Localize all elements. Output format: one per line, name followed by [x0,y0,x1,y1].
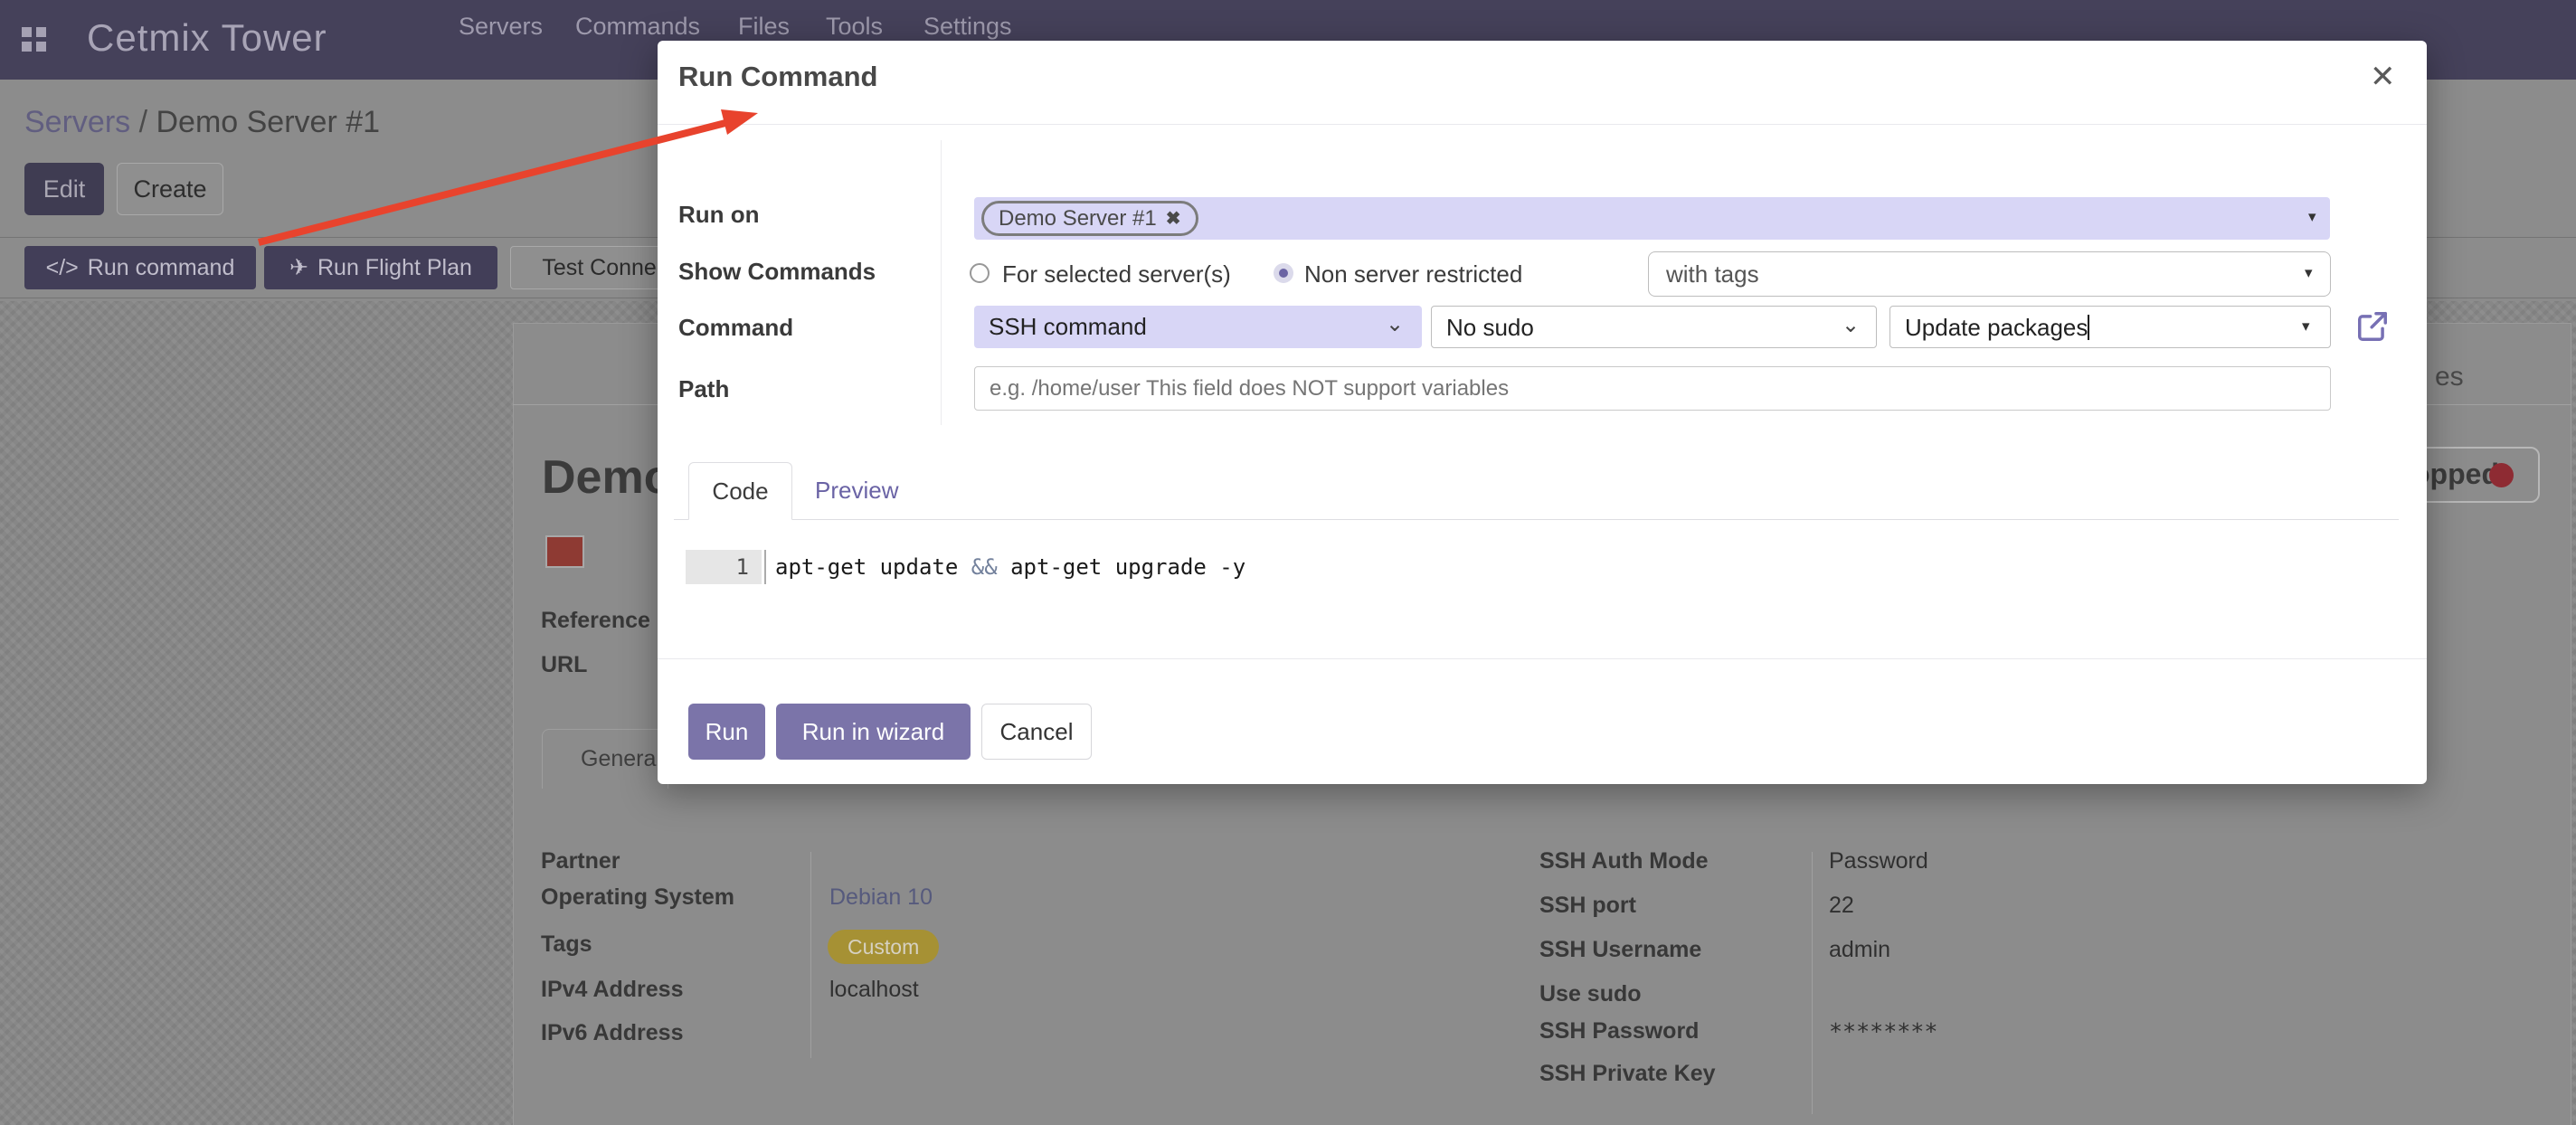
nav-item-files[interactable]: Files [738,13,791,40]
column-divider [810,852,811,1058]
app-brand[interactable]: Cetmix Tower [87,16,327,59]
radio-non-server-restricted-label: Non server restricted [1304,260,1523,288]
partner-label: Partner [541,848,620,874]
run-flight-plan-button[interactable]: ✈ Run Flight Plan [264,246,497,289]
command-type-value: SSH command [989,313,1147,340]
run-command-modal: Run Command ✕ Run on Show Commands Comma… [658,41,2427,784]
editor-caret [764,550,766,584]
close-icon[interactable]: ✕ [2370,60,2396,94]
run-on-label: Run on [678,201,760,228]
code-operator: && [971,554,998,580]
tab-code[interactable]: Code [688,462,792,520]
with-tags-placeholder: with tags [1666,260,1759,288]
sudo-value: No sudo [1446,314,1534,341]
operating-system-value[interactable]: Debian 10 [829,884,933,910]
column-divider [1812,852,1813,1114]
code-token: apt-get upgrade -y [997,554,1246,580]
breadcrumb-current: Demo Server #1 [156,105,381,139]
radio-non-server-restricted[interactable] [1274,263,1293,283]
tag-custom-badge: Custom [828,930,940,964]
breadcrumb: Servers / Demo Server #1 [24,105,380,140]
ssh-password-value: ******** [1829,1018,1938,1045]
sudo-select[interactable]: No sudo ⌄ [1431,306,1877,348]
run-on-tag-label: Demo Server #1 [999,205,1157,231]
external-link-icon[interactable] [2355,309,2390,344]
ipv6-label: IPv6 Address [541,1020,684,1045]
run-on-field[interactable]: ▾ [974,197,2330,240]
reference-label: Reference [541,608,650,633]
command-type-select[interactable]: SSH command ⌄ [974,306,1422,348]
code-token: apt-get update [775,554,971,580]
ssh-port-label: SSH port [1539,893,1636,918]
modal-footer-divider [658,658,2427,659]
use-sudo-label: Use sudo [1539,981,1642,1007]
form-column-divider [941,140,942,425]
tab-preview[interactable]: Preview [815,477,899,504]
cancel-button[interactable]: Cancel [981,704,1092,760]
run-on-server-tag[interactable]: Demo Server #1 ✖ [981,201,1198,236]
chevron-down-icon: ▾ [2302,317,2310,335]
operating-system-label: Operating System [541,884,734,910]
tags-label: Tags [541,931,592,957]
url-label: URL [541,652,588,677]
path-label: Path [678,375,730,402]
modal-title: Run Command [678,61,878,92]
modal-header-divider [658,124,2427,125]
command-name-value: Update packages [1905,314,2088,341]
remove-tag-icon[interactable]: ✖ [1165,209,1181,229]
nav-item-tools[interactable]: Tools [826,13,884,40]
statusbar-button-fragment[interactable]: es [2435,362,2464,392]
command-label: Command [678,314,794,341]
ssh-port-value: 22 [1829,893,1854,918]
tabstrip-divider [674,519,2399,520]
run-command-button[interactable]: </> Run command [24,246,256,289]
chevron-down-icon: ⌄ [1386,312,1405,336]
chevron-down-icon: ▾ [2308,208,2316,225]
breadcrumb-separator: / [130,105,156,139]
ssh-password-label: SSH Password [1539,1018,1700,1044]
code-line[interactable]: apt-get update && apt-get upgrade -y [775,554,1245,580]
chevron-down-icon: ▾ [2305,264,2313,281]
plane-icon: ✈ [289,255,308,280]
run-button[interactable]: Run [688,704,765,760]
show-commands-label: Show Commands [678,258,876,285]
ipv4-value: localhost [829,977,919,1002]
ssh-username-label: SSH Username [1539,937,1702,962]
radio-for-selected-servers[interactable] [970,263,990,283]
chevron-down-icon: ⌄ [1842,313,1861,337]
text-cursor [2088,315,2090,340]
code-icon: </> [45,254,79,280]
run-in-wizard-button[interactable]: Run in wizard [776,704,971,760]
ssh-auth-mode-value: Password [1829,848,1928,874]
ssh-private-key-label: SSH Private Key [1539,1061,1716,1086]
apps-grid-icon[interactable] [22,27,46,52]
status-stopped-dot [2489,463,2514,487]
with-tags-select[interactable]: with tags ▾ [1648,251,2331,297]
breadcrumb-servers-link[interactable]: Servers [24,105,131,139]
edit-button[interactable]: Edit [24,163,104,215]
create-button[interactable]: Create [117,163,223,215]
radio-for-selected-servers-label: For selected server(s) [1002,260,1231,288]
nav-item-commands[interactable]: Commands [575,13,701,40]
command-name-combobox[interactable]: Update packages ▾ [1889,306,2331,348]
server-color-swatch[interactable] [545,535,584,568]
general-tab[interactable]: General [542,729,668,789]
code-line-number: 1 [686,550,762,584]
run-command-label: Run command [87,254,235,280]
nav-item-settings[interactable]: Settings [923,13,1012,40]
run-flight-plan-label: Run Flight Plan [317,254,472,280]
path-input[interactable] [974,366,2331,411]
ssh-username-value: admin [1829,937,1891,962]
ssh-auth-mode-label: SSH Auth Mode [1539,848,1709,874]
nav-item-servers[interactable]: Servers [459,13,544,40]
ipv4-label: IPv4 Address [541,977,684,1002]
